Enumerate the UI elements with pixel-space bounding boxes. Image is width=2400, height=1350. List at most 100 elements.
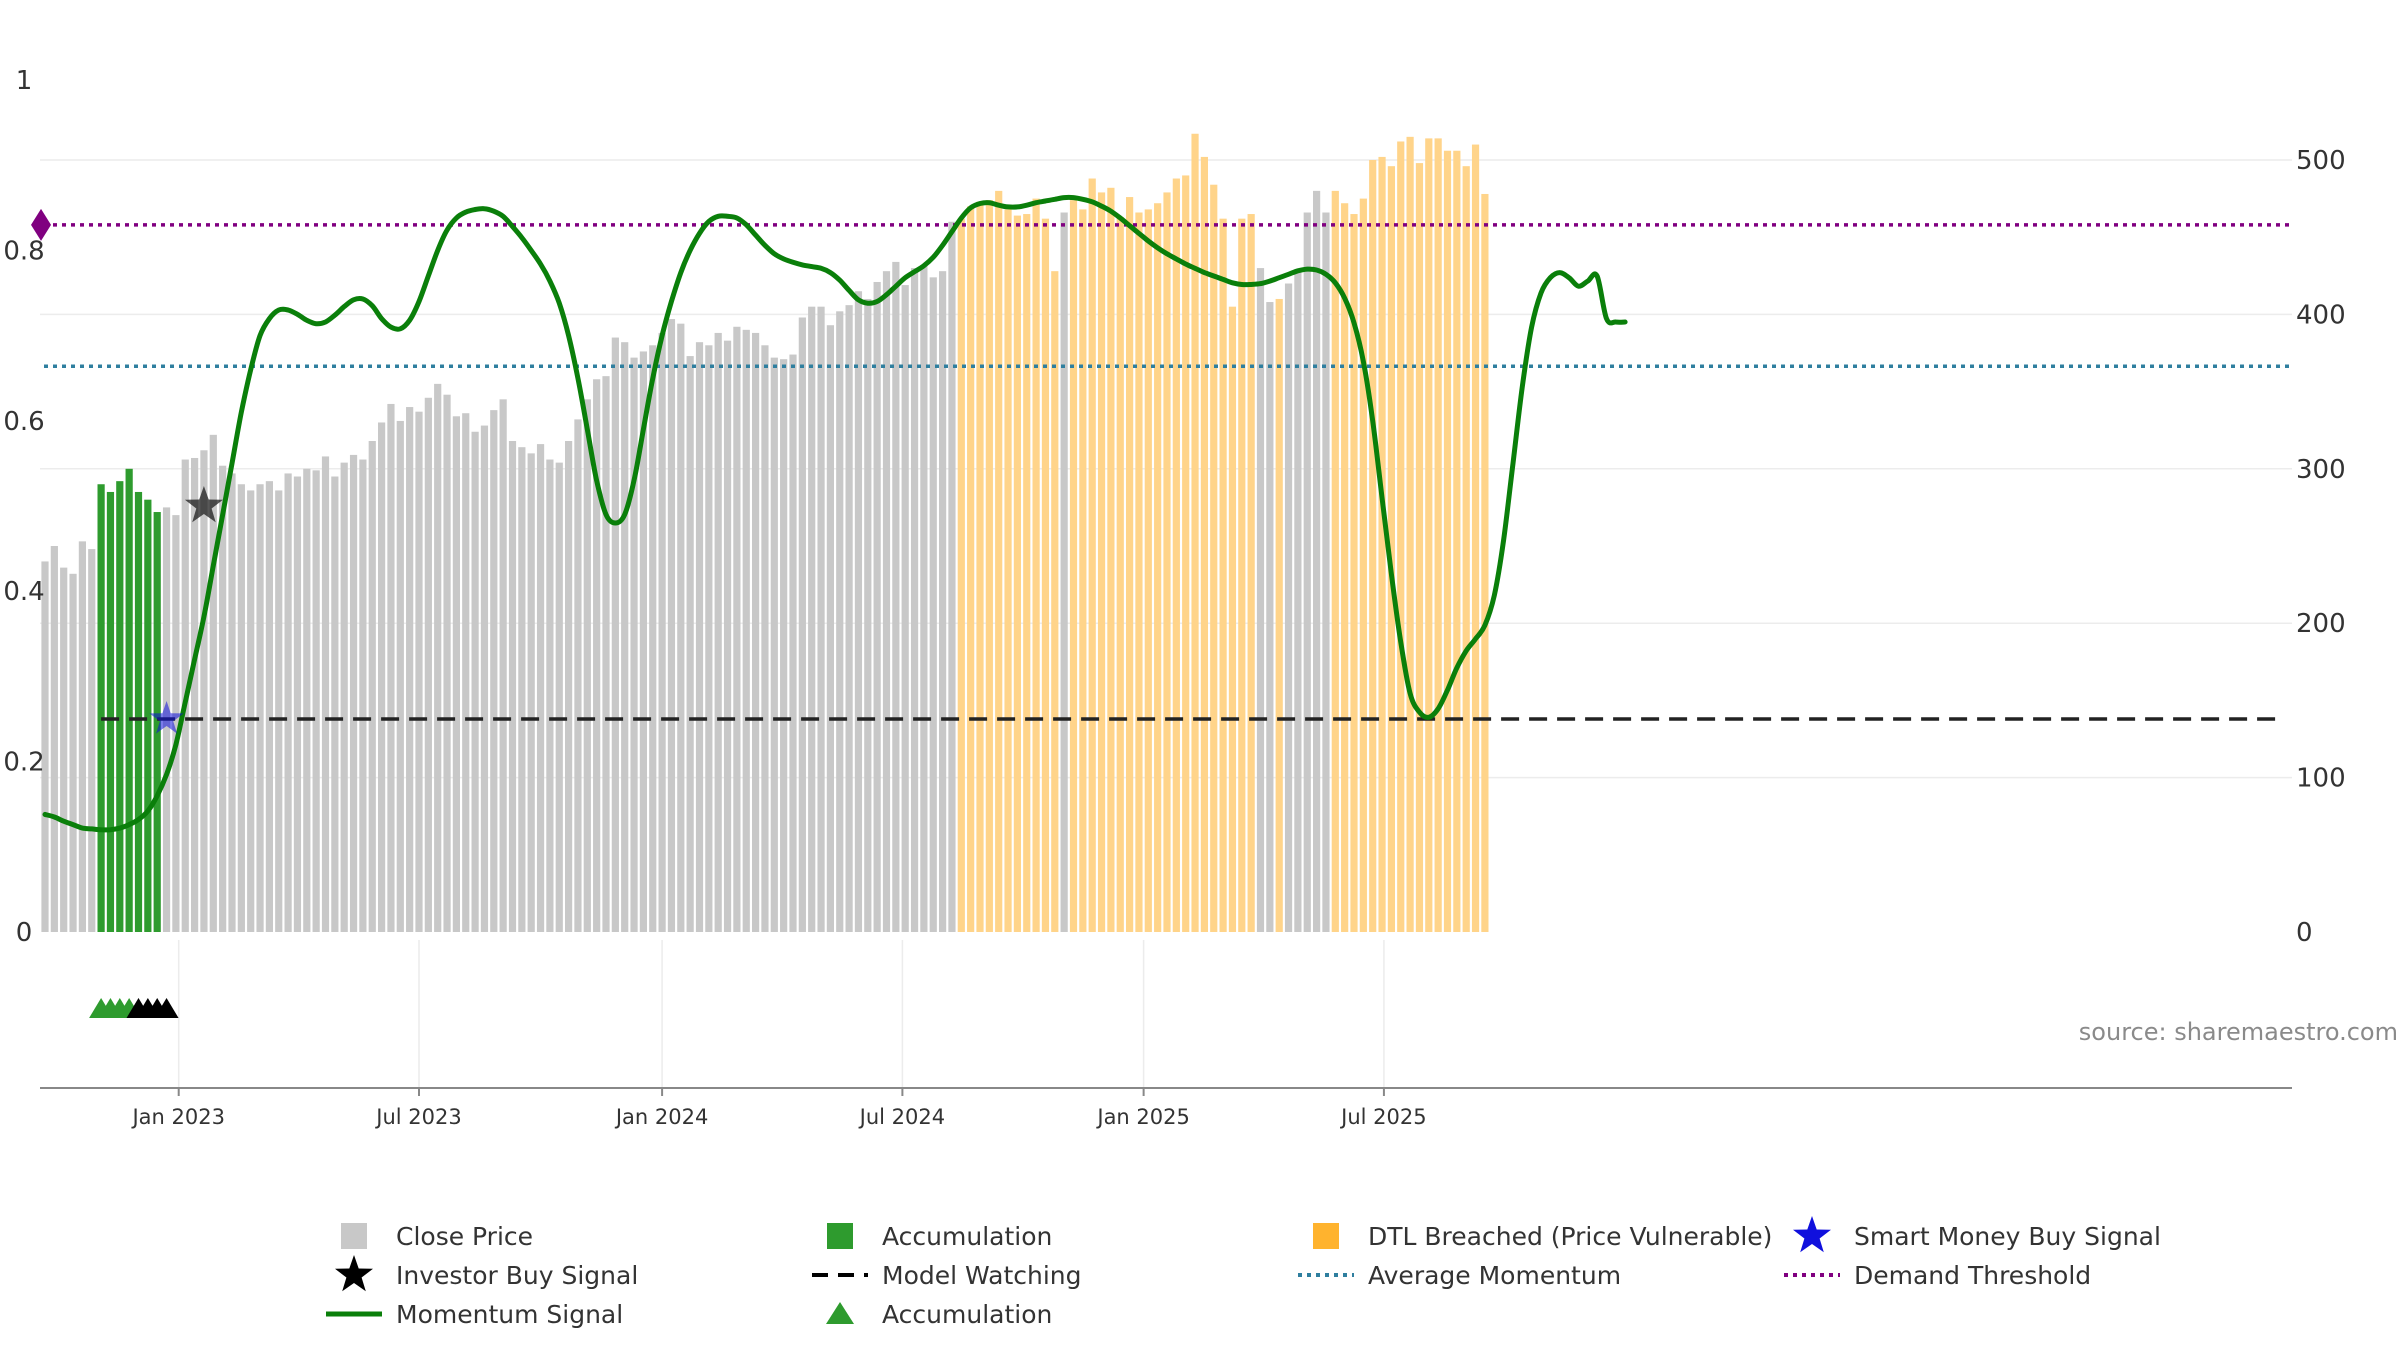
dtl-breached-bar — [1135, 212, 1143, 933]
close-price-bar — [826, 325, 834, 932]
close-price-bar — [172, 515, 180, 932]
dtl-breached-bar — [1247, 214, 1255, 933]
dtl-breached-bar — [976, 201, 984, 933]
accumulation-bar — [134, 491, 143, 932]
close-price-bar — [1266, 302, 1274, 933]
dtl-breached-bar — [1481, 193, 1489, 932]
close-price-bar — [368, 441, 376, 932]
close-price-bar — [1322, 212, 1330, 933]
legend-swatch-accumulation-triangle-icon — [826, 1302, 854, 1324]
legend-item-accumulation-bar: Accumulation — [827, 1222, 1052, 1251]
y-left-tick-label: 1 — [16, 66, 33, 96]
accumulation-triangle-watch — [154, 998, 179, 1018]
legend-swatch-close-price — [341, 1223, 367, 1249]
dtl-breached-bar — [1088, 178, 1096, 932]
close-price-bar — [910, 268, 919, 933]
close-price-bar — [518, 447, 526, 932]
demand-threshold-diamond — [31, 208, 51, 241]
close-price-bar — [78, 541, 86, 932]
dtl-breached-bar — [1116, 217, 1124, 933]
dtl-breached-bar — [967, 206, 975, 932]
y-left-tick-label: 0.8 — [3, 236, 44, 266]
close-price-bar — [873, 281, 881, 932]
legend-item-momentum: Momentum Signal — [326, 1300, 623, 1329]
legend: Close Price Accumulation DTL Breached (Pri… — [326, 1216, 2161, 1329]
close-price-bar — [490, 410, 498, 932]
close-price-bar — [695, 342, 704, 932]
dtl-breached-bar — [1154, 203, 1162, 932]
close-price-bar — [555, 462, 563, 932]
close-price-bar — [219, 465, 227, 932]
dtl-breached-bar — [1378, 156, 1386, 933]
y-left-tick-label: 0.2 — [3, 748, 44, 778]
close-price-bar — [378, 422, 386, 932]
close-price-bar — [191, 457, 199, 932]
close-price-bar — [705, 345, 713, 932]
close-price-bar — [480, 425, 489, 932]
dtl-breached-bar — [1471, 144, 1480, 932]
close-price-bar — [312, 470, 320, 932]
dtl-breached-bar — [1453, 150, 1461, 933]
close-price-bar — [228, 473, 236, 932]
y-right-tick-label: 500 — [2296, 146, 2346, 176]
close-price-bar — [845, 305, 853, 932]
dtl-breached-bar — [1462, 166, 1470, 932]
legend-label: Accumulation — [882, 1300, 1052, 1329]
y-right-tick-label: 300 — [2296, 455, 2346, 485]
close-price-bar — [406, 407, 414, 932]
close-price-bar — [742, 329, 750, 933]
dtl-breached-bar — [1238, 218, 1246, 932]
close-price-bar — [733, 326, 741, 932]
legend-item-dtl: DTL Breached (Price Vulnerable) — [1313, 1222, 1772, 1251]
source-label: source: sharemaestro.com — [2079, 1018, 2398, 1046]
legend-swatch-accumulation — [827, 1223, 853, 1249]
close-price-bar — [565, 441, 573, 932]
close-price-bar — [593, 379, 601, 932]
y-left-tick-label: 0.6 — [3, 407, 44, 437]
accumulation-bar — [153, 512, 161, 932]
close-price-bar — [770, 357, 778, 933]
legend-label: Smart Money Buy Signal — [1854, 1222, 2161, 1251]
close-price-bar — [359, 459, 367, 932]
dtl-breached-bar — [1163, 192, 1171, 932]
bars-layer — [41, 133, 1489, 933]
close-price-bar — [471, 431, 479, 932]
close-price-bar — [340, 462, 348, 932]
close-price-bar — [677, 323, 685, 932]
dtl-breached-bar — [1228, 306, 1237, 932]
close-price-bar — [349, 454, 358, 932]
close-price-bar — [209, 434, 217, 932]
close-price-bar — [462, 413, 470, 932]
close-price-bar — [892, 261, 900, 932]
close-price-bar — [621, 342, 629, 932]
close-price-bar — [948, 221, 956, 932]
dtl-breached-bar — [1387, 166, 1395, 932]
dtl-breached-bar — [1144, 209, 1152, 932]
dtl-breached-bar — [1331, 190, 1339, 932]
legend-item-smart-money: Smart Money Buy Signal — [1793, 1216, 2161, 1253]
close-price-bar — [499, 399, 507, 932]
y-left-tick-label: 0 — [16, 918, 33, 948]
dtl-breached-bar — [1079, 209, 1087, 932]
dtl-breached-bar — [1359, 198, 1367, 933]
accumulation-bar — [106, 491, 115, 932]
dtl-breached-bar — [1051, 271, 1059, 933]
markers-layer — [31, 208, 223, 1018]
dtl-breached-bar — [1013, 215, 1021, 933]
dtl-breached-bar — [1210, 184, 1218, 933]
dtl-breached-bar — [1275, 298, 1283, 933]
close-price-bar — [929, 277, 937, 932]
close-price-bar — [275, 490, 283, 932]
close-price-bar — [50, 546, 58, 932]
close-price-bar — [714, 332, 722, 933]
legend-label: Investor Buy Signal — [396, 1261, 638, 1290]
dtl-breached-bar — [1200, 156, 1208, 933]
close-price-bar — [1294, 271, 1302, 933]
axes-layer: 0 0.2 0.4 0.6 0.8 1 0 100 200 300 400 500 Jan 2023 Ju… — [3, 66, 2345, 1129]
close-price-bar — [88, 549, 96, 932]
y-left-tick-label: 0.4 — [3, 577, 44, 607]
x-tick-label: Jul 2023 — [374, 1105, 461, 1129]
legend-swatch-investor-star-icon — [335, 1255, 373, 1292]
